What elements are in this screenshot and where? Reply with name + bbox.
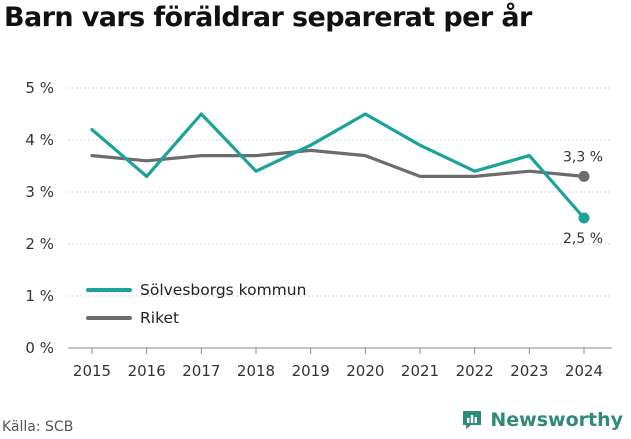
series-line-riket (90, 148, 586, 178)
y-tick-label: 1 % (25, 287, 54, 305)
legend-label: Riket (140, 309, 179, 327)
series-points (578, 170, 590, 224)
x-tick-label: 2019 (292, 362, 330, 380)
source-note: Källa: SCB (2, 419, 74, 435)
brand-name: Newsworthy (490, 409, 623, 431)
x-tick-label: 2024 (565, 362, 603, 380)
series-line-kommun (90, 112, 586, 220)
brand-logo: Newsworthy (460, 408, 623, 432)
x-tick-label: 2022 (456, 362, 494, 380)
x-tick-label: 2023 (510, 362, 548, 380)
x-tick-label: 2020 (346, 362, 384, 380)
x-tick-label: 2021 (401, 362, 439, 380)
gridlines (68, 87, 612, 349)
end-point-riket (578, 170, 590, 182)
x-tick-label: 2015 (73, 362, 111, 380)
newsworthy-logo-icon (463, 411, 482, 429)
y-axis-ticks: 0 % 1 % 2 % 3 % 4 % 5 % (25, 79, 54, 357)
legend-label: Sölvesborgs kommun (140, 281, 306, 299)
y-tick-label: 5 % (25, 79, 54, 97)
x-tick-label: 2017 (182, 362, 220, 380)
y-tick-label: 4 % (25, 131, 54, 149)
legend: Sölvesborgs kommun Riket (86, 281, 306, 327)
x-axis-ticks: 2015 2016 2017 2018 2019 2020 2021 2022 2023 2024 (73, 348, 603, 380)
data-label-kommun: 2,5 % (563, 231, 603, 247)
y-tick-label: 3 % (25, 183, 54, 201)
data-labels: 2,5 % 3,3 % (563, 149, 603, 247)
chart-title: Barn vars föräldrar separerat per år (4, 2, 532, 33)
end-point-kommun (578, 212, 590, 224)
series-lines (90, 112, 586, 220)
y-tick-label: 2 % (25, 235, 54, 253)
x-tick-label: 2016 (128, 362, 166, 380)
y-tick-label: 0 % (25, 339, 54, 357)
data-label-riket: 3,3 % (563, 149, 603, 165)
x-tick-label: 2018 (237, 362, 275, 380)
